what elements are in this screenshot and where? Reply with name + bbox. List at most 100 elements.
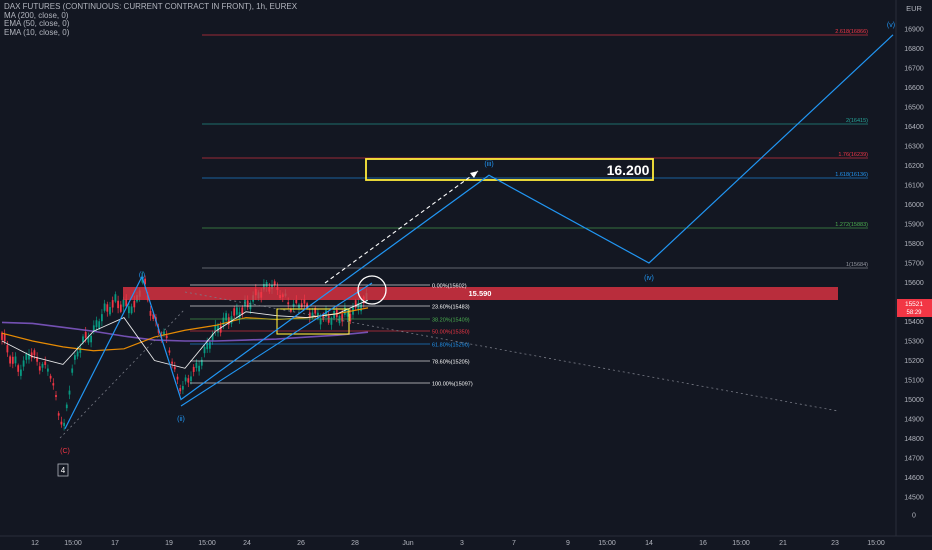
candle <box>198 360 200 376</box>
time-tick-label: 23 <box>831 540 839 547</box>
price-tick-label: 15200 <box>904 358 924 365</box>
candle-body <box>92 325 95 332</box>
candle <box>28 349 30 364</box>
candle-body <box>171 361 173 364</box>
candle-body <box>271 284 273 289</box>
price-tick-label: 16100 <box>904 183 924 190</box>
price-tick-label: 15400 <box>904 319 924 326</box>
symbol-title[interactable]: DAX FUTURES (CONTINUOUS: CURRENT CONTRAC… <box>4 2 298 11</box>
candle-body <box>236 307 238 315</box>
candle <box>87 332 90 345</box>
candle-body <box>125 299 128 307</box>
candle-body <box>22 360 25 367</box>
candle-body <box>192 366 195 372</box>
projection-arrow <box>324 170 479 284</box>
price-tick-label: 14800 <box>904 436 924 443</box>
resistance-band <box>123 287 838 300</box>
candle-body <box>36 357 38 362</box>
degree-box <box>57 463 69 477</box>
candle <box>119 301 122 314</box>
price-tick-label: 16600 <box>904 85 924 92</box>
price-tick-label: 14600 <box>904 475 924 482</box>
candle <box>330 316 333 330</box>
candle <box>90 333 92 348</box>
time-tick-label: 15:00 <box>867 540 885 547</box>
candle-body <box>87 336 90 343</box>
fib-extension-label: 2.618(16866) <box>835 29 868 35</box>
candle <box>187 374 190 388</box>
candle-body <box>217 325 219 333</box>
candle <box>63 418 65 431</box>
time-tick-label: Jun <box>402 540 413 547</box>
candle <box>14 352 17 367</box>
projection-arrow-head <box>470 171 478 178</box>
candle <box>38 362 41 375</box>
ma200-line <box>1 321 369 342</box>
price-tick-label: 16200 <box>904 163 924 170</box>
time-tick-label: 15:00 <box>64 540 82 547</box>
candle-body <box>144 278 146 285</box>
candle-body <box>149 310 152 316</box>
ema10-line <box>1 299 369 369</box>
fib-extension-label: 1.76(16239) <box>838 152 868 158</box>
price-tick-label: 15900 <box>904 222 924 229</box>
fib-retracement-label: 78.60%(15205) <box>432 360 470 366</box>
candle <box>184 374 187 385</box>
wave-label: (i) <box>139 272 145 279</box>
candle-body <box>52 383 55 386</box>
time-tick-label: 15:00 <box>598 540 616 547</box>
candle-body <box>44 361 47 365</box>
candle-body <box>130 306 133 314</box>
chart-legend: DAX FUTURES (CONTINUOUS: CURRENT CONTRAC… <box>4 2 298 37</box>
currency-label: EUR <box>906 4 922 13</box>
candle-body <box>25 353 28 360</box>
candle <box>25 352 28 364</box>
countdown-value: 58:29 <box>906 310 922 316</box>
price-tick-label: 14900 <box>904 417 924 424</box>
target-label: 16.200 <box>607 162 650 178</box>
time-tick-label: 3 <box>460 540 464 547</box>
price-tick-label: 16000 <box>904 202 924 209</box>
candle-body <box>206 342 209 350</box>
candle <box>171 358 173 369</box>
candle-body <box>200 359 203 366</box>
price-tick-label: 15800 <box>904 241 924 248</box>
indicator-ema50-label[interactable]: EMA (50, close, 0) <box>4 19 70 28</box>
fib-retracement-label: 38.20%(15409) <box>432 318 470 324</box>
candle-body <box>338 315 341 324</box>
wave-label: (iv) <box>644 275 654 282</box>
candle-body <box>90 335 92 343</box>
candle <box>68 385 71 400</box>
candle <box>225 310 227 325</box>
candle-body <box>79 347 82 353</box>
candle-body <box>84 331 87 338</box>
indicator-ema10-label[interactable]: EMA (10, close, 0) <box>4 27 70 37</box>
candle <box>117 295 119 314</box>
candle <box>47 364 49 376</box>
candle <box>17 363 20 377</box>
candle-body <box>292 303 295 307</box>
candle-body <box>263 284 265 290</box>
candle-body <box>227 317 230 325</box>
candle-body <box>20 369 22 376</box>
candle <box>168 347 171 356</box>
candle-body <box>287 302 290 305</box>
indicator-ma200-label[interactable]: MA (200, close, 0) <box>4 10 69 20</box>
candle <box>338 314 341 326</box>
candle <box>30 348 33 362</box>
support-trendline <box>59 308 186 439</box>
candle-body <box>290 309 292 312</box>
fib-extension-label: 1.618(16136) <box>835 172 868 178</box>
candle-body <box>184 377 187 382</box>
candle <box>179 384 182 395</box>
candle-body <box>190 376 192 382</box>
target-box <box>365 158 654 181</box>
candle-body <box>214 324 217 332</box>
candle-body <box>357 302 360 310</box>
wave-projection-line <box>64 34 894 430</box>
candle-body <box>122 299 125 307</box>
candle <box>20 364 22 380</box>
channel-line <box>180 282 373 407</box>
candle-body <box>241 307 244 315</box>
